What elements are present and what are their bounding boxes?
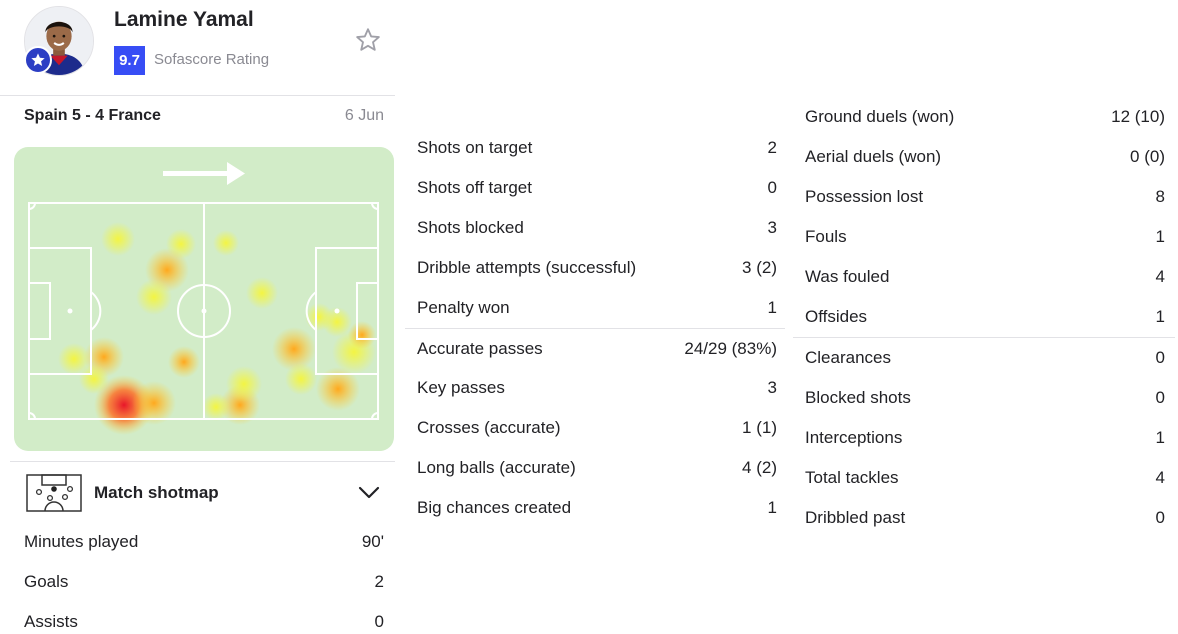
stat-value: 0 [1155, 348, 1165, 367]
stat-row-ground-duels: Ground duels (won) 12 (10) [805, 97, 1165, 137]
stat-label: Big chances created [417, 498, 572, 517]
stat-value: 0 (0) [1130, 147, 1165, 166]
stat-row-accurate-passes: Accurate passes 24/29 (83%) [417, 329, 777, 369]
stat-row-minutes-played: Minutes played 90' [24, 522, 384, 562]
stat-row-dribbled-past: Dribbled past 0 [805, 498, 1165, 538]
stat-row-possession-lost: Possession lost 8 [805, 177, 1165, 217]
stat-label: Goals [24, 572, 69, 591]
stat-row-dribble-attempts: Dribble attempts (successful) 3 (2) [417, 248, 777, 288]
heatmap [14, 147, 394, 451]
stat-value: 8 [1155, 187, 1165, 206]
stat-label: Key passes [417, 378, 505, 397]
stat-label: Offsides [805, 307, 868, 326]
stat-value: 1 [1155, 227, 1165, 246]
rating-badge: 9.7 [114, 46, 145, 75]
stat-value: 0 [767, 178, 777, 197]
player-name: Lamine Yamal [114, 8, 254, 31]
stat-label: Possession lost [805, 187, 924, 206]
section-divider [405, 328, 785, 329]
stat-value: 1 [1155, 307, 1165, 326]
chevron-down-icon[interactable] [358, 484, 380, 500]
stat-label: Fouls [805, 227, 847, 246]
stat-row-shots-blocked: Shots blocked 3 [417, 208, 777, 248]
stat-value: 3 [767, 218, 777, 237]
stat-row-total-tackles: Total tackles 4 [805, 458, 1165, 498]
player-header: Lamine Yamal 9.7 Sofascore Rating [0, 0, 395, 96]
match-date: 6 Jun [344, 107, 384, 124]
stat-row-shots-on-target: Shots on target 2 [417, 128, 777, 168]
stat-row-offsides: Offsides 1 [805, 297, 1165, 337]
stat-label: Total tackles [805, 468, 899, 487]
stat-label: Shots off target [417, 178, 532, 197]
stat-label: Minutes played [24, 532, 139, 551]
star-outline-icon [356, 28, 380, 51]
stat-label: Ground duels (won) [805, 107, 955, 126]
stat-row-fouls: Fouls 1 [805, 217, 1165, 257]
stat-label: Shots on target [417, 138, 533, 157]
stat-label: Was fouled [805, 267, 890, 286]
stat-row-big-chances-created: Big chances created 1 [417, 488, 777, 528]
stat-label: Interceptions [805, 428, 903, 447]
stat-label: Penalty won [417, 298, 510, 317]
stat-label: Clearances [805, 348, 891, 367]
stat-row-blocked-shots: Blocked shots 0 [805, 378, 1165, 418]
arrow-right-icon [163, 162, 245, 185]
stat-value: 1 [767, 498, 777, 517]
top-player-badge [24, 46, 52, 74]
stat-value: 0 [374, 612, 384, 631]
stat-row-was-fouled: Was fouled 4 [805, 257, 1165, 297]
stat-row-shots-off-target: Shots off target 0 [417, 168, 777, 208]
stat-row-interceptions: Interceptions 1 [805, 418, 1165, 458]
stat-value: 0 [1155, 388, 1165, 407]
heatmap-pitch [28, 162, 379, 435]
favorite-button[interactable] [354, 26, 382, 54]
section-divider [793, 337, 1175, 338]
shotmap-icon [26, 474, 82, 512]
rating-label: Sofascore Rating [154, 51, 270, 68]
stat-label: Dribbled past [805, 508, 906, 527]
stat-value: 4 (2) [742, 458, 777, 477]
stat-label: Crosses (accurate) [417, 418, 561, 437]
stat-row-crosses: Crosses (accurate) 1 (1) [417, 408, 777, 448]
stat-value: 0 [1155, 508, 1165, 527]
stat-value: 2 [374, 572, 384, 591]
stat-row-assists: Assists 0 [24, 602, 384, 634]
stat-value: 24/29 (83%) [684, 339, 777, 358]
stat-label: Dribble attempts (successful) [417, 258, 637, 277]
stat-label: Assists [24, 612, 78, 631]
stat-label: Accurate passes [417, 339, 543, 358]
stat-value: 12 (10) [1111, 107, 1165, 126]
heat-zones [58, 222, 376, 435]
stat-value: 2 [767, 138, 777, 157]
stat-row-key-passes: Key passes 3 [417, 368, 777, 408]
stat-value: 1 (1) [742, 418, 777, 437]
stat-row-goals: Goals 2 [24, 562, 384, 602]
shotmap-label: Match shotmap [94, 483, 219, 502]
stat-value: 1 [767, 298, 777, 317]
stat-value: 4 [1155, 267, 1165, 286]
stat-row-clearances: Clearances 0 [805, 338, 1165, 378]
shotmap-toggle[interactable]: Match shotmap [10, 461, 395, 521]
stat-label: Aerial duels (won) [805, 147, 942, 166]
stat-label: Shots blocked [417, 218, 524, 237]
match-title[interactable]: Spain 5 - 4 France [24, 107, 161, 124]
stat-row-penalty-won: Penalty won 1 [417, 288, 777, 328]
stat-row-long-balls: Long balls (accurate) 4 (2) [417, 448, 777, 488]
stat-label: Long balls (accurate) [417, 458, 576, 477]
stat-label: Blocked shots [805, 388, 911, 407]
stat-value: 3 [767, 378, 777, 397]
stat-value: 4 [1155, 468, 1165, 487]
stat-value: 3 (2) [742, 258, 777, 277]
stat-value: 90' [361, 532, 384, 551]
stat-row-aerial-duels: Aerial duels (won) 0 (0) [805, 137, 1165, 177]
star-icon [31, 53, 45, 66]
stat-value: 1 [1155, 428, 1165, 447]
